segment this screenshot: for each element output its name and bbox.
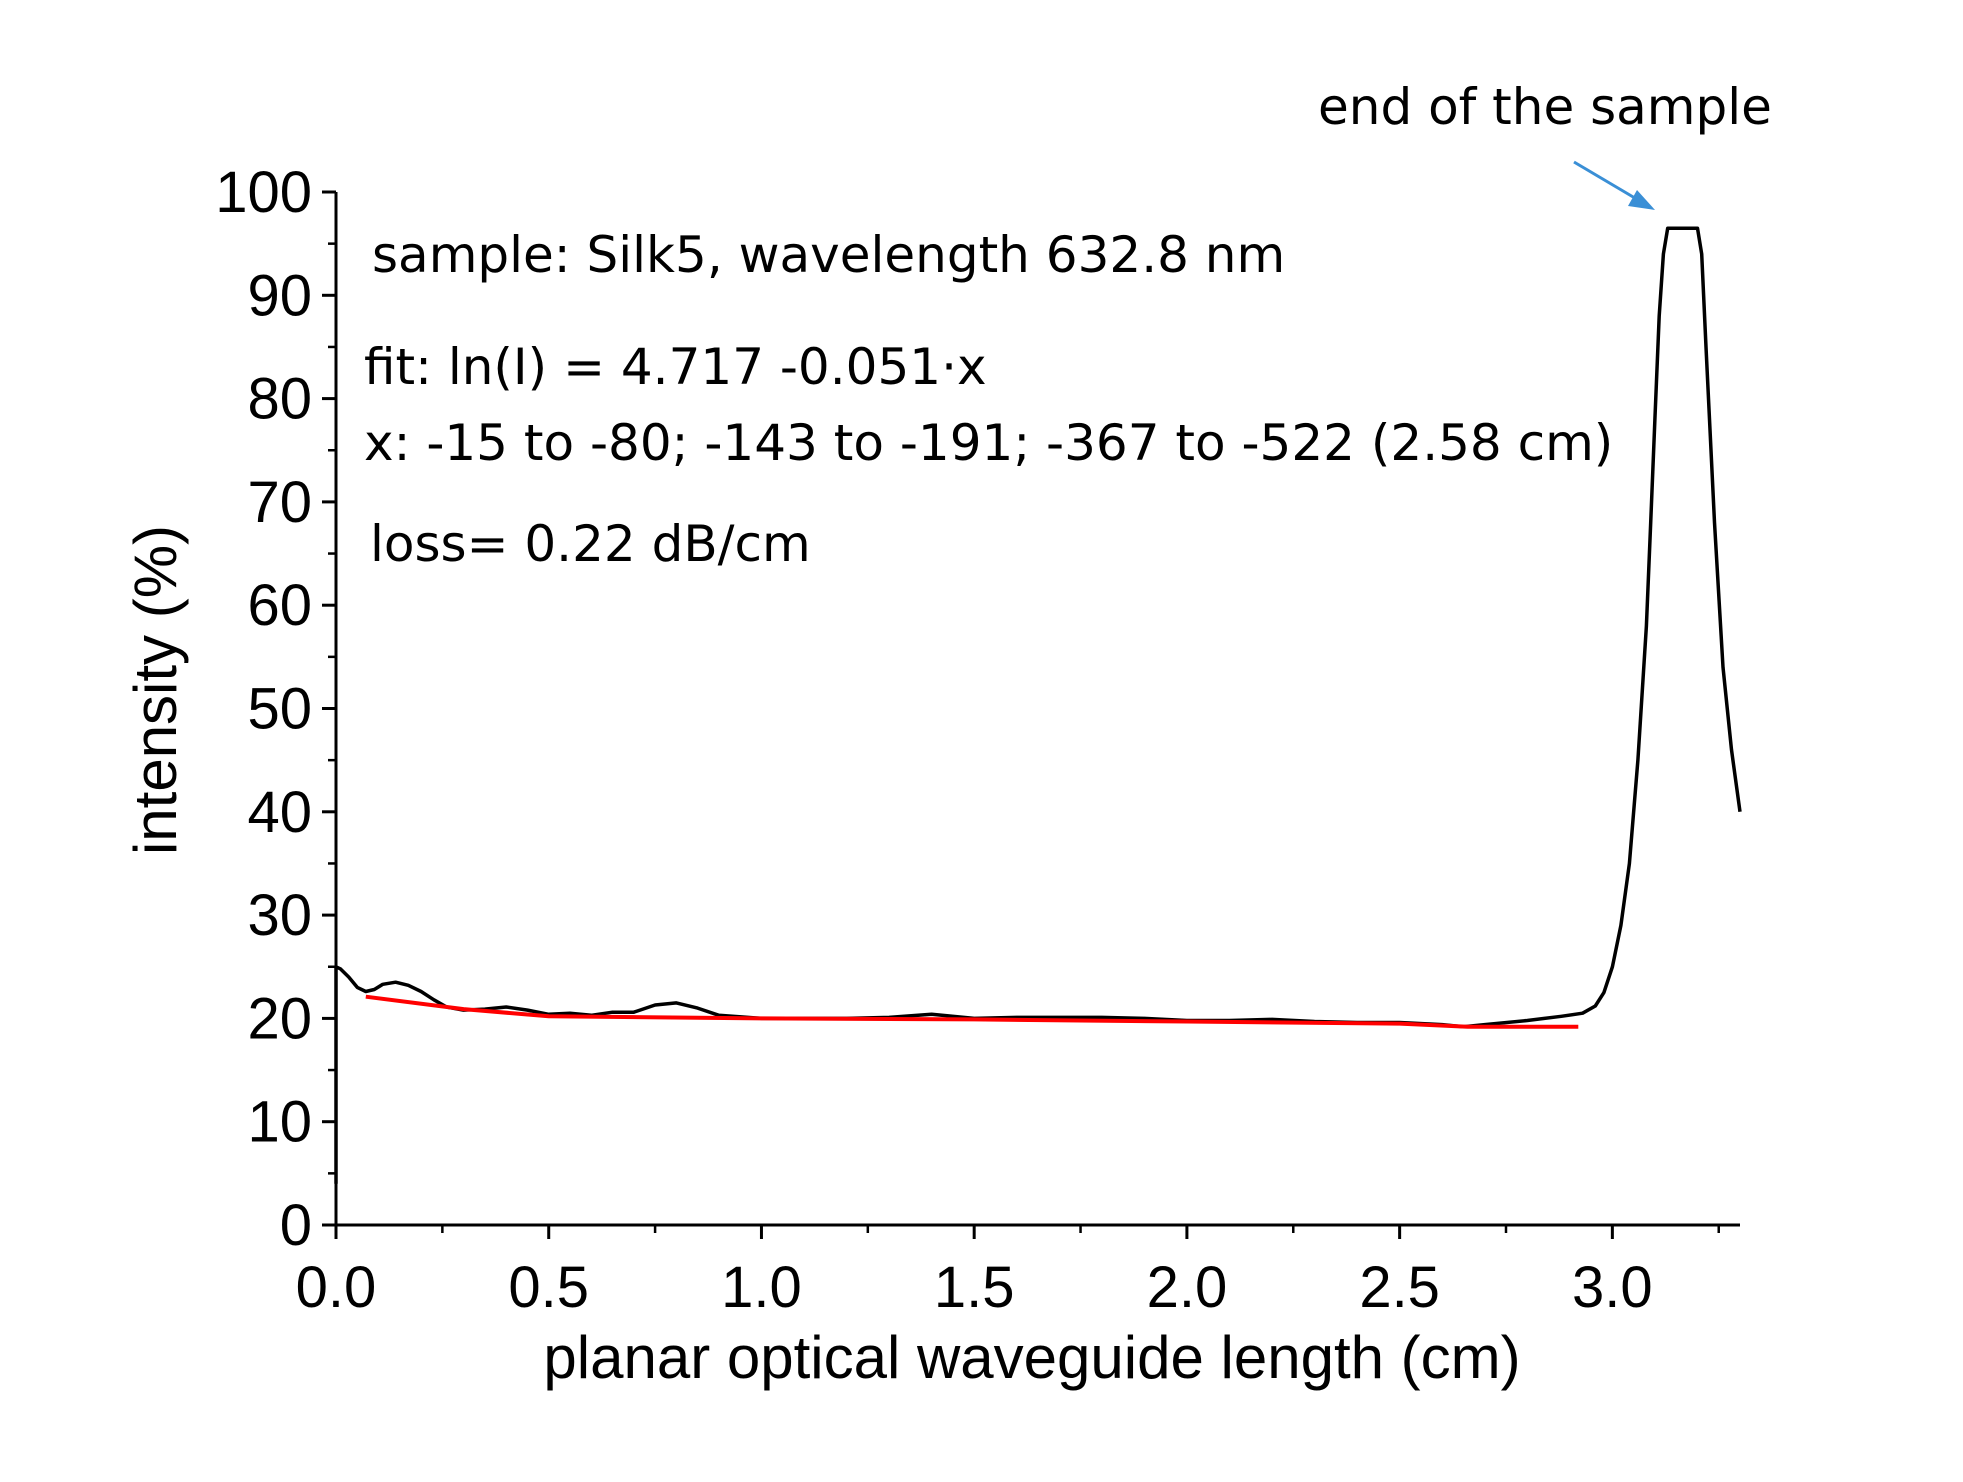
- x-tick-label: 2.0: [1147, 1255, 1228, 1320]
- y-tick-label: 80: [247, 367, 312, 432]
- x-tick-label: 1.5: [934, 1255, 1015, 1320]
- x-tick-label: 0.5: [508, 1255, 589, 1320]
- x-ticks: 0.0 0.5 1.0 1.5 2.0 2.5 3.0: [296, 1225, 1720, 1320]
- y-tick-label: 10: [247, 1090, 312, 1155]
- y-tick-label: 20: [247, 986, 312, 1051]
- annotation-end-of-sample: end of the sample: [1318, 78, 1772, 136]
- y-tick-label: 0: [280, 1193, 312, 1258]
- end-of-sample-arrow: [1573, 160, 1655, 210]
- x-tick-label: 0.0: [296, 1255, 377, 1320]
- annotation-sample: sample: Silk5, wavelength 632.8 nm: [372, 226, 1285, 284]
- arrow-head: [1628, 190, 1655, 210]
- series-line-fit: [365, 994, 1579, 1029]
- y-tick-label: 90: [247, 263, 312, 328]
- y-tick-label: 40: [247, 780, 312, 845]
- series-layer: [334, 226, 1742, 1184]
- x-tick-label: 3.0: [1572, 1255, 1653, 1320]
- y-tick-label: 60: [247, 573, 312, 638]
- annotation-fit: fit: ln(I) = 4.717 -0.051·x: [364, 338, 987, 396]
- x-axis-title: planar optical waveguide length (cm): [543, 1324, 1520, 1391]
- annotation-loss: loss= 0.22 dB/cm: [370, 515, 811, 573]
- y-tick-label: 100: [215, 160, 312, 225]
- y-ticks: 0 10 20 30 40 50 60 70 80 90 100: [215, 160, 336, 1258]
- y-tick-label: 30: [247, 883, 312, 948]
- y-tick-label: 70: [247, 470, 312, 535]
- annotation-range: x: -15 to -80; -143 to -191; -367 to -52…: [364, 414, 1613, 472]
- y-tick-label: 50: [247, 677, 312, 742]
- series-line-measured: [334, 226, 1742, 1184]
- x-tick-label: 1.0: [721, 1255, 802, 1320]
- x-tick-label: 2.5: [1359, 1255, 1440, 1320]
- y-axis-title: intensity (%): [122, 525, 189, 855]
